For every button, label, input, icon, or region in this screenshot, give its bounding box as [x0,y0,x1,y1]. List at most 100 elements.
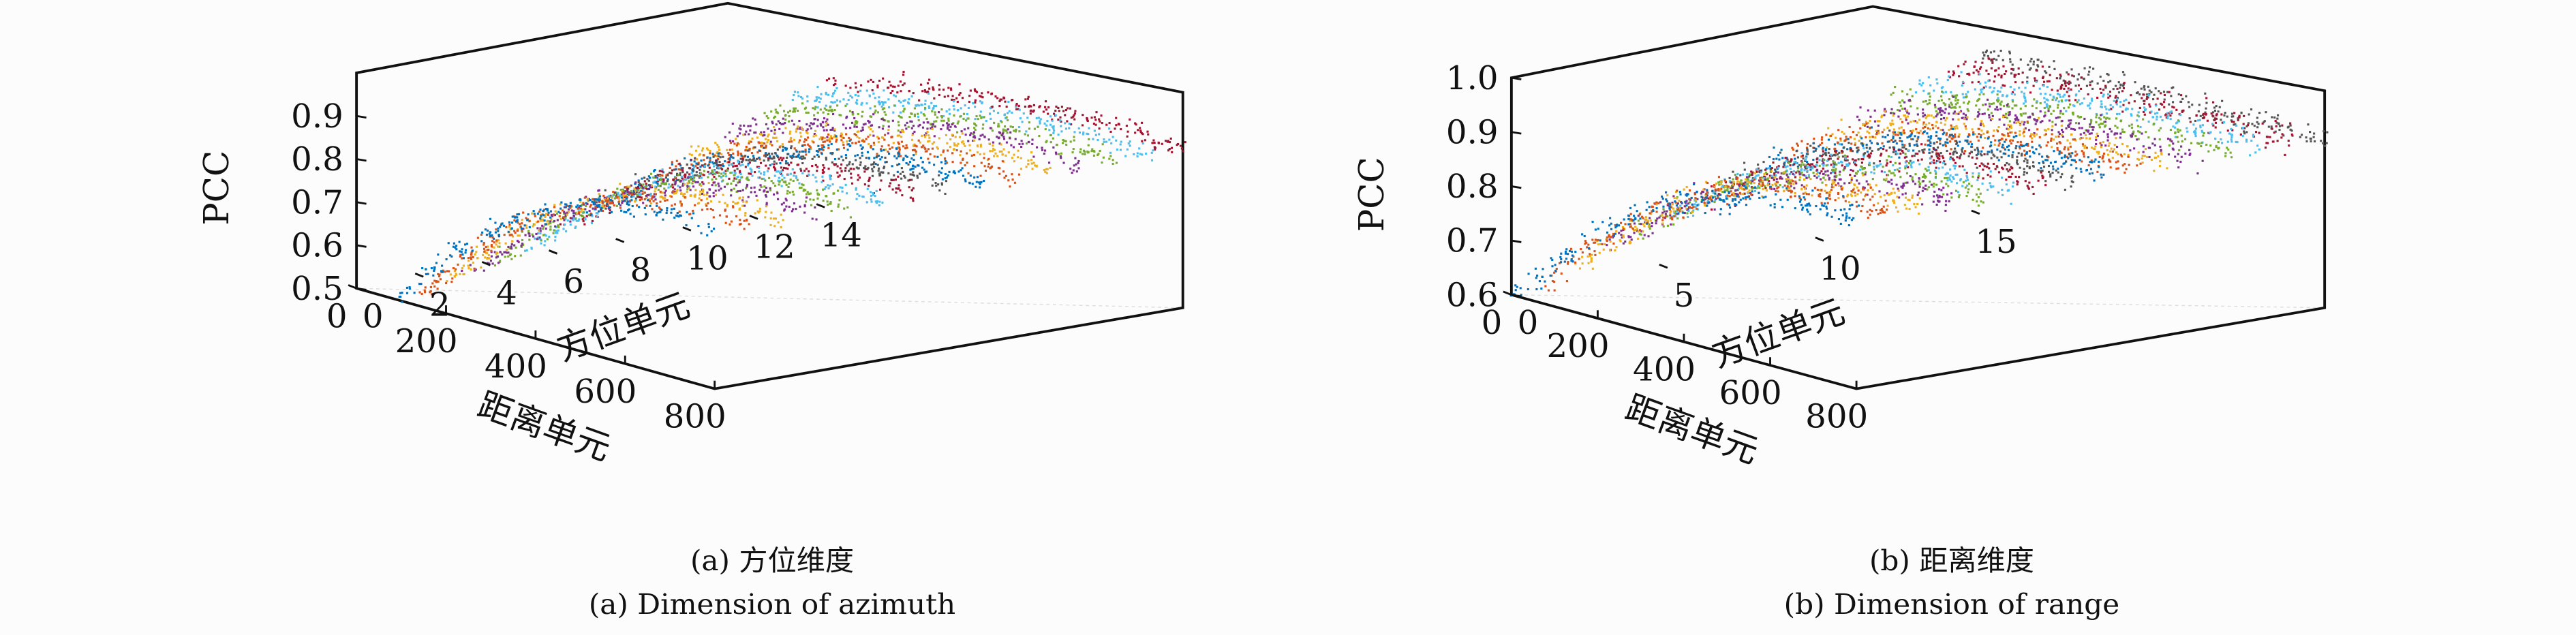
scatter-point [910,120,913,123]
scatter-point [527,230,530,232]
scatter-point [2015,116,2018,119]
scatter-point [933,120,936,123]
scatter-point [701,164,704,167]
scatter-point [2064,82,2066,85]
scatter-point [2153,93,2156,96]
scatter-point [607,204,609,206]
scatter-point [517,234,519,237]
scatter-point [858,137,861,140]
scatter-point [493,246,495,249]
scatter-point [902,99,905,102]
scatter-point [2138,106,2141,110]
scatter-point [993,155,996,157]
scatter-point [2199,126,2202,129]
scatter-point [2033,132,2036,135]
scatter-point [1086,132,1088,135]
scatter-point [850,176,853,179]
scatter-point [808,170,810,172]
scatter-point [579,204,582,208]
scatter-point [968,95,971,97]
scatter-point [1043,152,1045,155]
scatter-point [2023,135,2025,138]
scatter-point [2025,144,2027,146]
scatter-point [782,131,784,134]
scatter-point [2021,72,2024,74]
scatter-point [2113,148,2116,151]
scatter-point [768,152,771,155]
scatter-point [2076,101,2079,104]
scatter-point [2104,84,2107,87]
scatter-point [2176,136,2179,138]
scatter-point [2013,121,2016,124]
scatter-point [791,208,795,211]
scatter-point [2109,104,2112,106]
scatter-point [702,183,705,185]
scatter-point [510,243,513,246]
scatter-point [1914,135,1916,138]
scatter-point [905,144,908,146]
scatter-point [917,119,920,122]
scatter-point [528,238,531,241]
scatter-point [2096,151,2098,153]
scatter-point [736,181,739,184]
scatter-point [1003,113,1007,116]
scatter-point [632,215,635,218]
scatter-point [1982,146,1984,149]
scatter-point [892,111,895,114]
scatter-point [750,191,752,193]
scatter-point [2074,94,2077,97]
scatter-point [2021,81,2024,84]
scatter-point [514,231,517,234]
scatter-point [799,168,802,170]
scatter-point [2103,121,2106,123]
scatter-point [898,163,901,166]
scatter-point [1939,139,1942,142]
scatter-point [758,210,761,213]
scatter-point [2088,137,2091,140]
scatter-point [1981,112,1984,116]
scatter-point [821,144,823,146]
scatter-point [872,191,874,195]
scatter-point [1981,88,1984,91]
scatter-point [1167,149,1170,152]
scatter-point [2038,117,2040,119]
scatter-point [685,178,688,181]
scatter-point [727,161,731,164]
scatter-point [2075,167,2078,170]
scatter-point [962,117,965,120]
scatter-point [814,176,817,179]
scatter-point [701,149,704,152]
scatter-point [763,146,765,149]
scatter-point [505,226,508,228]
scatter-point [2174,126,2177,129]
scatter-point [737,152,739,155]
scatter-point [582,220,585,223]
scatter-point [467,257,470,260]
scatter-point [2066,71,2068,74]
scatter-point [837,175,840,178]
scatter-point [956,144,959,147]
scatter-point [2288,144,2290,147]
scatter-point [767,159,770,161]
scatter-point [2056,89,2059,92]
scatter-point [1004,100,1007,103]
scatter-point [2023,154,2026,157]
scatter-point [1833,143,1836,146]
scatter-point [446,270,449,273]
scatter-point [787,173,790,176]
scatter-point [932,178,934,181]
scatter-point [1018,142,1021,146]
scatter-point [1936,113,1939,116]
scatter-point [694,149,698,152]
scatter-point [769,223,772,226]
scatter-point [1069,168,1072,170]
scatter-point [1952,106,1954,109]
scatter-point [1086,151,1090,154]
scatter-point [1922,108,1925,111]
scatter-point [2213,149,2215,151]
scatter-point [786,162,789,165]
scatter-point [772,155,775,158]
scatter-point [1980,122,1982,125]
scatter-point [2067,87,2070,90]
scatter-point [673,192,675,195]
